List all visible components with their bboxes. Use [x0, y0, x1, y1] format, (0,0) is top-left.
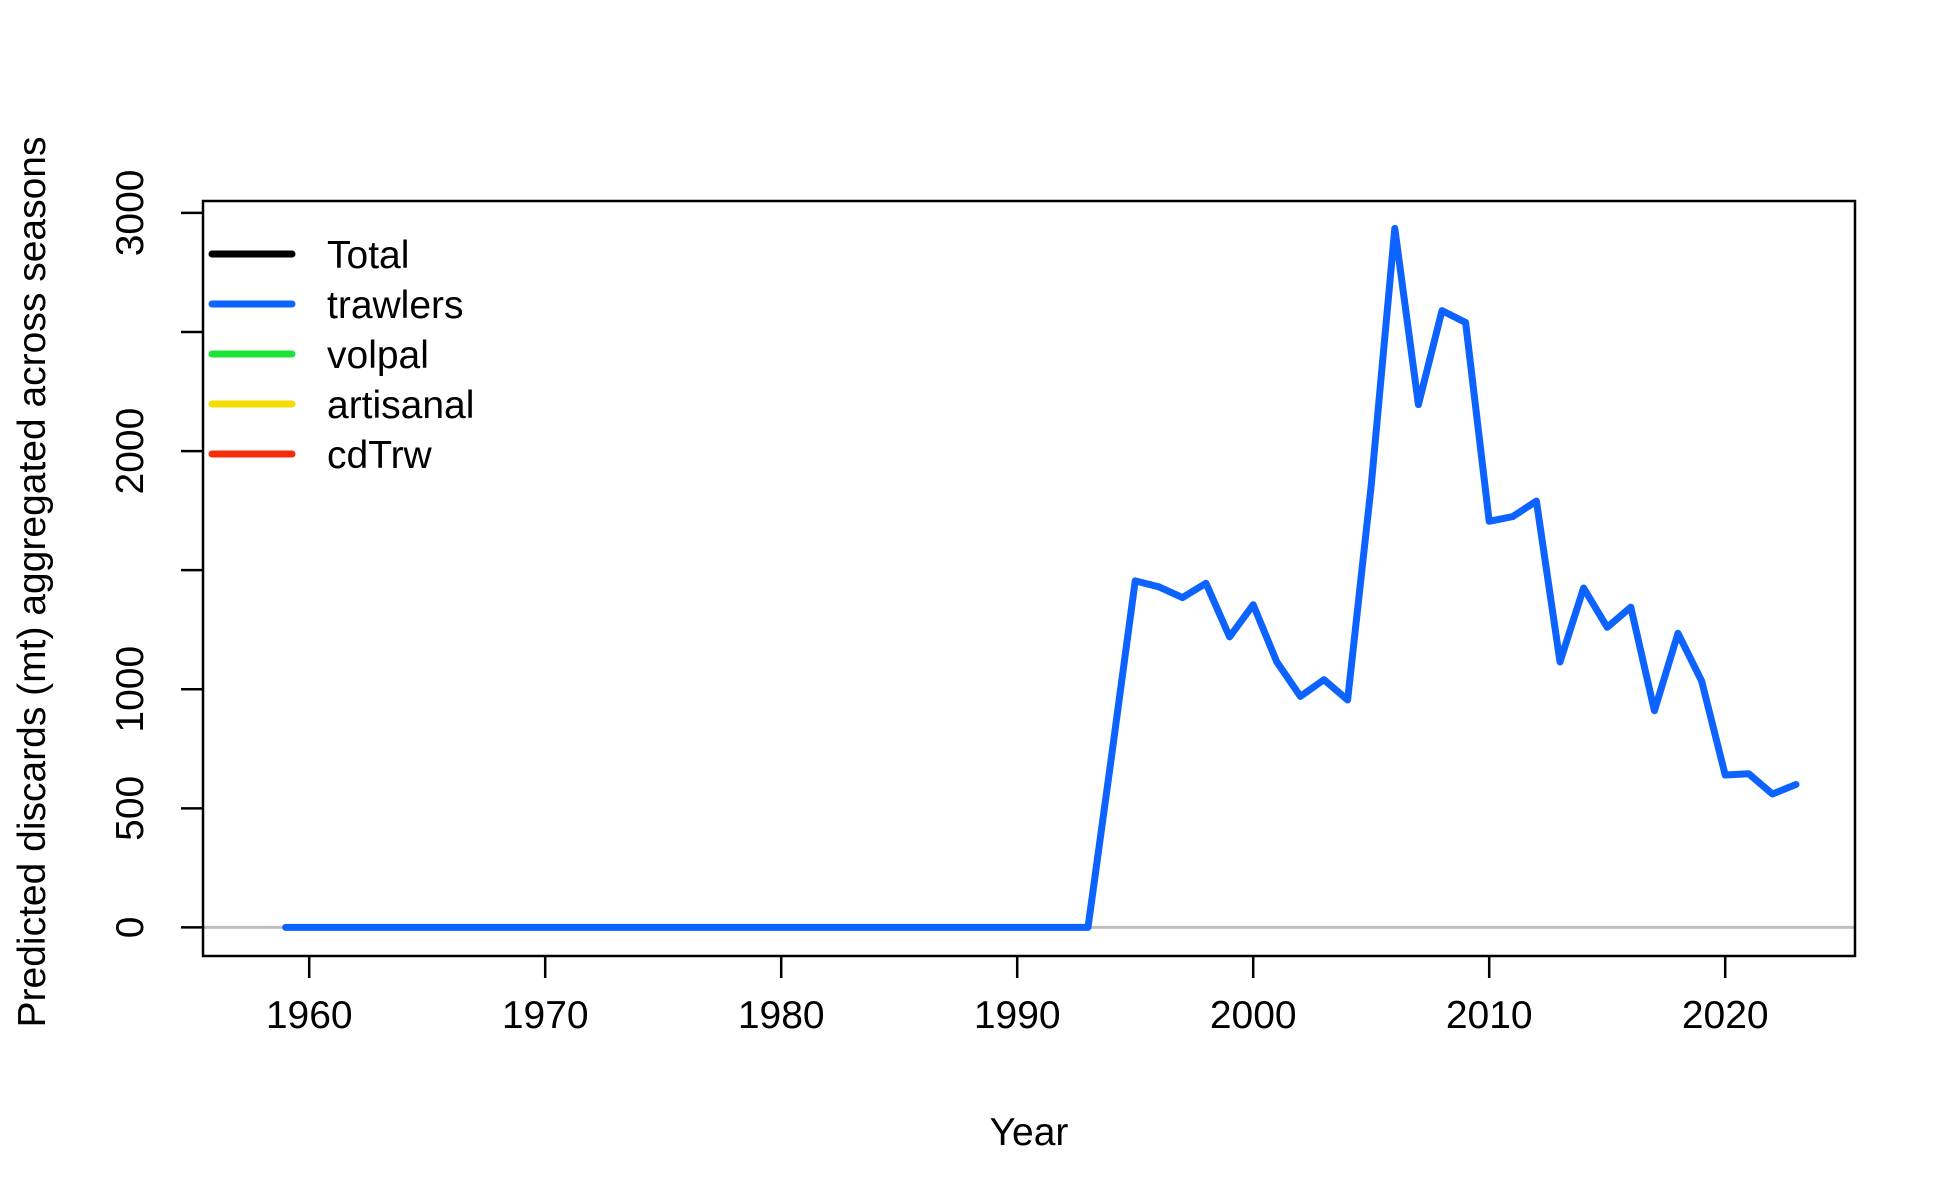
series-layer	[282, 224, 1800, 931]
x-axis-title: Year	[990, 1111, 1069, 1154]
x-tick-label-1970: 1970	[502, 994, 589, 1037]
series-line-trawlers	[282, 224, 1800, 931]
y-tick-label-500: 500	[109, 776, 152, 841]
legend-label-trawlers: trawlers	[327, 284, 464, 327]
y-tick-label-3000: 3000	[109, 170, 152, 257]
legend-label-artisanal: artisanal	[327, 384, 474, 427]
x-tick-label-1980: 1980	[738, 994, 825, 1037]
x-tick-label-2020: 2020	[1682, 994, 1769, 1037]
x-axis: 1960 1970 1980 1990 2000 2010 2020	[266, 956, 1769, 1037]
x-tick-label-1990: 1990	[974, 994, 1061, 1037]
y-tick-label-2000: 2000	[109, 408, 152, 495]
x-tick-label-2010: 2010	[1446, 994, 1533, 1037]
x-tick-label-1960: 1960	[266, 994, 353, 1037]
legend: Total trawlers volpal artisanal cdTrw	[208, 234, 474, 477]
x-tick-label-2000: 2000	[1210, 994, 1297, 1037]
y-tick-label-0: 0	[109, 917, 152, 939]
legend-label-volpal: volpal	[327, 334, 429, 377]
y-tick-label-1000: 1000	[109, 646, 152, 733]
legend-label-cdTrw: cdTrw	[327, 434, 433, 477]
plot-frame	[201, 199, 1857, 958]
y-axis: 0 500 1000 2000 3000	[109, 170, 203, 939]
y-axis-title: Predicted discards (mt) aggregated acros…	[11, 137, 54, 1028]
legend-label-Total: Total	[327, 234, 409, 277]
